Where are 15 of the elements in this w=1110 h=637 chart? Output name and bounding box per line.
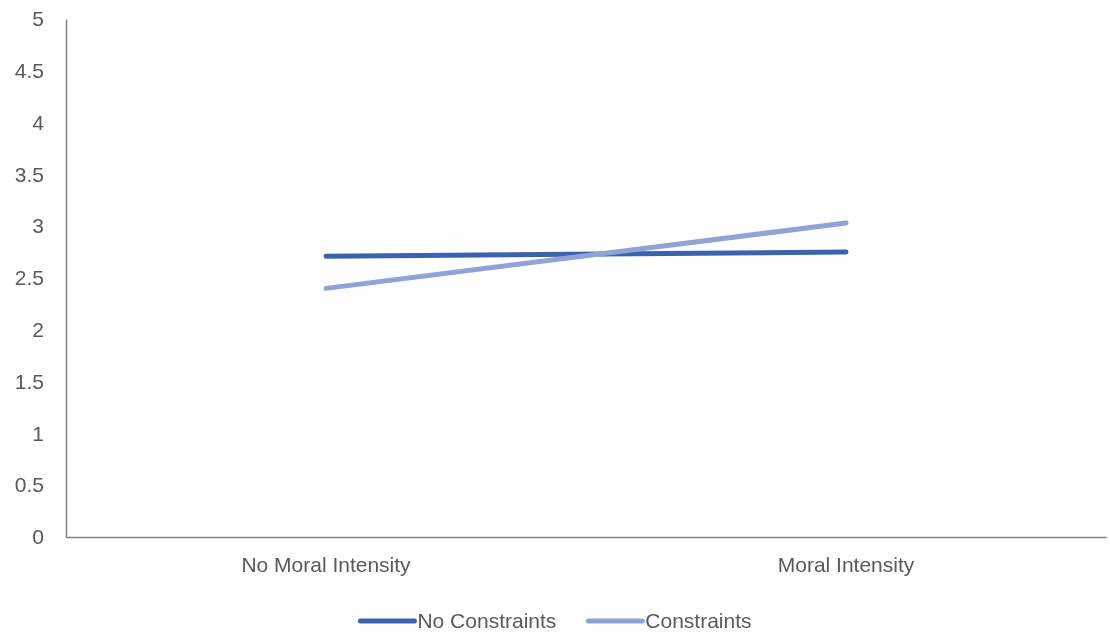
legend-label: Constraints: [645, 609, 752, 632]
y-tick-label: 4: [32, 110, 45, 134]
y-tick-label: 1: [32, 421, 44, 445]
x-tick-label: Moral Intensity: [777, 552, 915, 576]
y-tick-label: 1.5: [14, 369, 44, 393]
y-tick-label: 5: [32, 7, 44, 31]
y-tick-label: 4.5: [14, 59, 44, 83]
y-tick-label: 3.5: [14, 162, 44, 186]
y-tick-label: 2.5: [14, 266, 44, 290]
x-tick-label: No Moral Intensity: [241, 552, 412, 576]
y-tick-label: 2: [32, 318, 44, 342]
y-tick-label: 0.5: [14, 473, 44, 497]
legend-label: No Constraints: [417, 609, 557, 632]
y-tick-label: 3: [32, 214, 44, 238]
y-tick-label: 0: [32, 525, 44, 549]
